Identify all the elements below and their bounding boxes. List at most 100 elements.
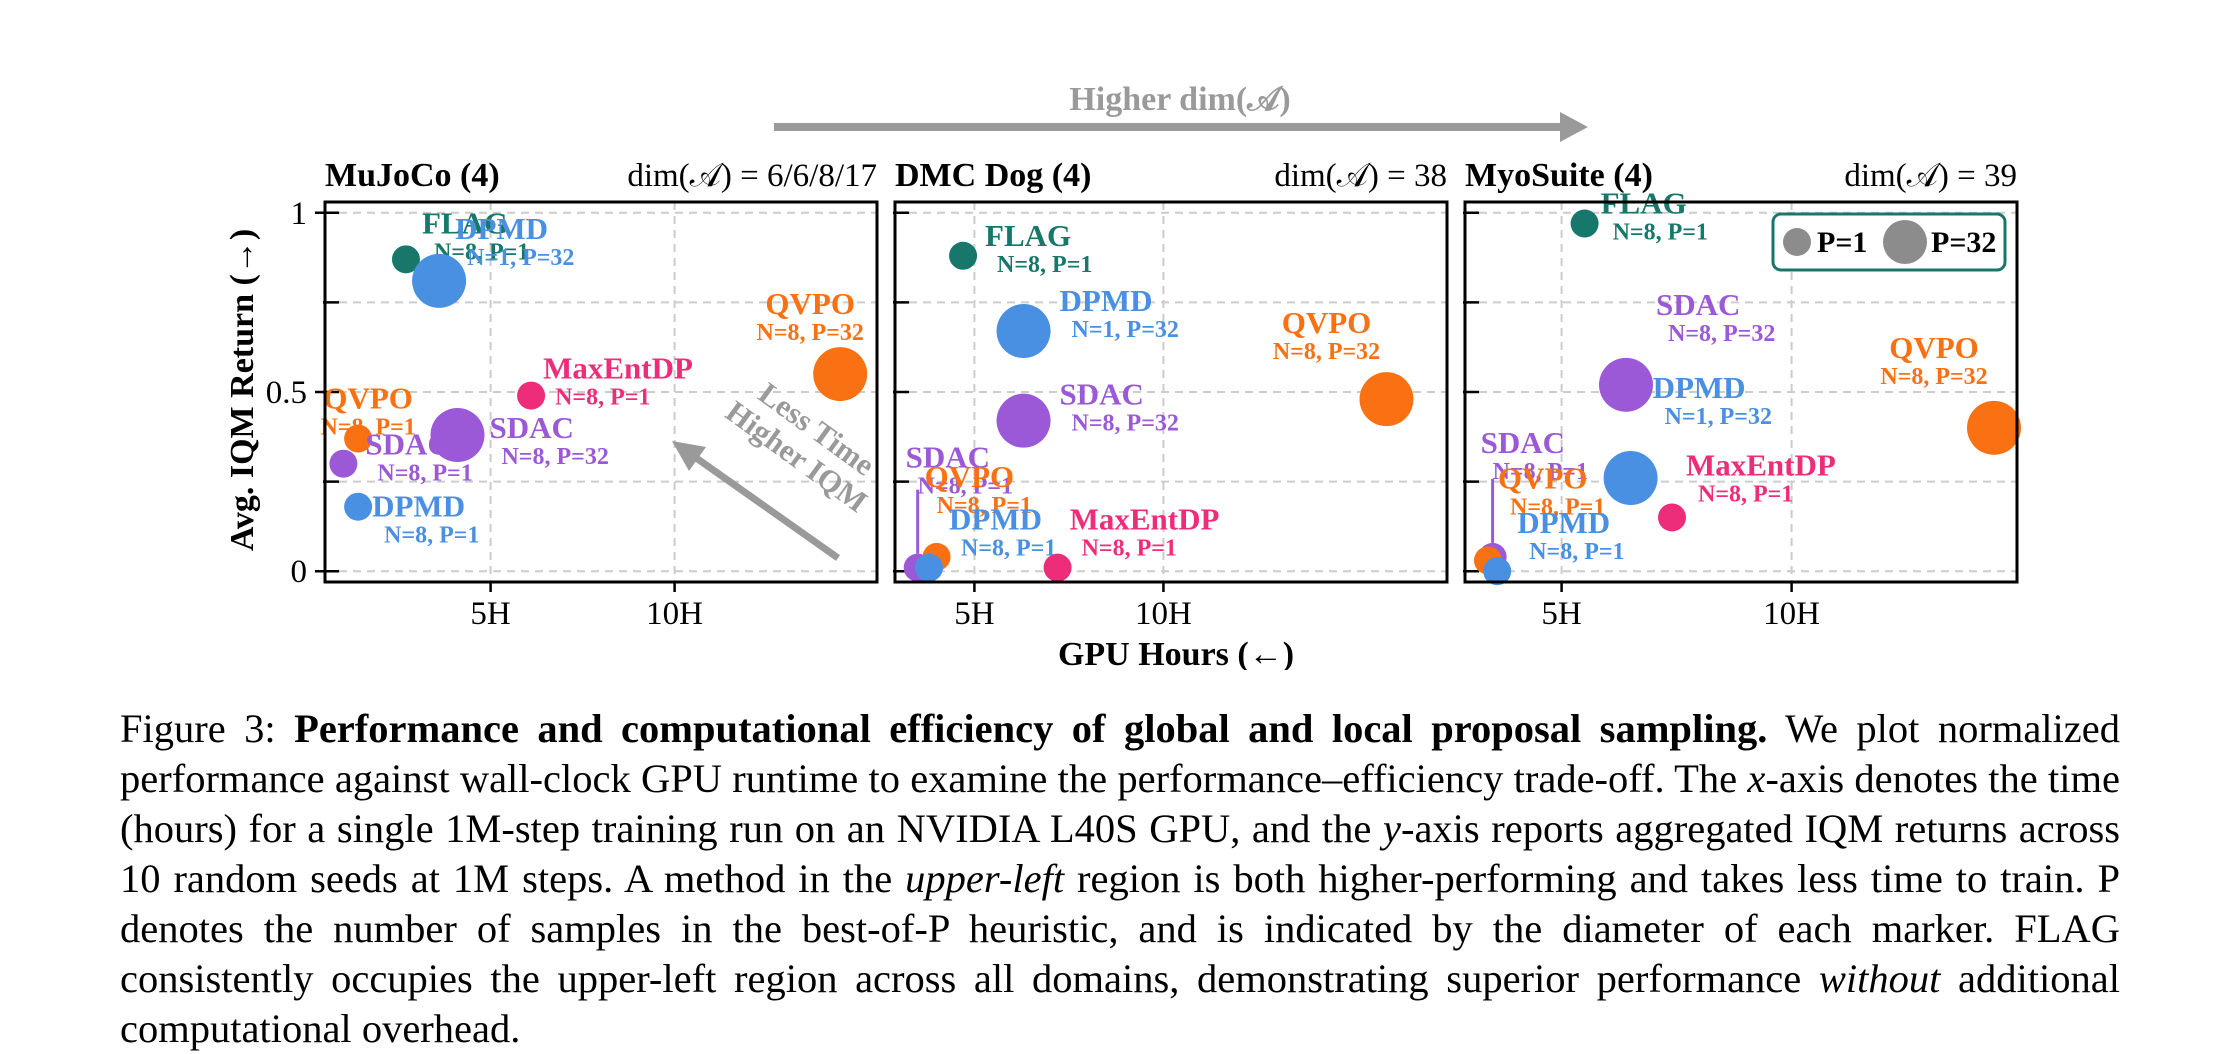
caption-y-var: y <box>1382 806 1401 851</box>
panel-subtitle: dim(𝒜) = 38 <box>1274 158 1447 194</box>
point-method-label: SDAC <box>1060 377 1144 412</box>
point-method-label: SDAC <box>365 427 449 462</box>
point-method-label: DPMD <box>1060 283 1153 318</box>
point-config-label: N=8, P=32 <box>1880 364 1987 390</box>
caption-text-2: -axis denotes the time (hours) for a sin… <box>120 756 2121 851</box>
point-method-label: DPMD <box>1653 370 1746 405</box>
x-tick-label: 5H <box>954 596 994 632</box>
point-method-label: MaxEntDP <box>1686 447 1836 482</box>
caption-text-1: We plot normalized performance against w… <box>120 706 2121 801</box>
marker-qvpo <box>1967 400 2021 455</box>
point-method-label: FLAG <box>985 218 1071 253</box>
marker-dpmd <box>1483 557 1512 586</box>
point-method-label: DPMD <box>949 502 1042 537</box>
point-config-label: N=8, P=1 <box>384 523 479 549</box>
caption-italic-without: without <box>1818 956 1941 1001</box>
point-method-label: QVPO <box>1498 460 1588 495</box>
marker-flag <box>1570 209 1599 238</box>
marker-maxentdp <box>1658 503 1686 532</box>
legend-p1-marker <box>1783 228 1811 256</box>
panel-title: DMC Dog (4) <box>895 157 1091 194</box>
panels: MuJoCo (4) dim(𝒜) = 6/6/8/17 5H 10H 0 0.5 1 FLA… <box>266 157 2021 632</box>
marker-dpmd <box>344 492 373 521</box>
point-config-label: N=8, P=1 <box>961 536 1056 562</box>
panel-subtitle: dim(𝒜) = 39 <box>1844 158 2017 194</box>
marker-sdac <box>329 449 358 478</box>
panel-mujoco-4: MuJoCo (4) dim(𝒜) = 6/6/8/17 5H 10H 0 0.5 1 FLA… <box>266 157 882 632</box>
point-method-label: DPMD <box>1517 505 1610 540</box>
point-config-label: N=8, P=32 <box>501 444 608 470</box>
marker-maxentdp <box>517 381 546 410</box>
point-config-label: N=8, P=1 <box>377 461 472 487</box>
point-method-label: SDAC <box>489 410 573 445</box>
panel-title: MuJoCo (4) <box>325 157 500 194</box>
marker-dpmd <box>1603 451 1658 506</box>
legend-p32-label: P=32 <box>1931 226 1996 259</box>
point-config-label: N=8, P=1 <box>1510 494 1605 520</box>
point-method-label: DPMD <box>372 489 465 524</box>
x-axis-label: GPU Hours (←) <box>1058 636 1294 670</box>
marker-qvpo <box>1359 372 1414 427</box>
point-method-label: QVPO <box>1889 330 1979 365</box>
marker-sdac <box>430 408 485 463</box>
figure: Higher dim(𝒜) MuJoCo (4) dim(𝒜) = 6/6/8/1… <box>224 81 2021 670</box>
marker-dpmd <box>915 553 944 582</box>
point-config-label: N=1, P=32 <box>1665 404 1772 430</box>
point-config-label: N=8, P=1 <box>997 252 1092 278</box>
caption-italic-upper-left: upper-left <box>905 856 1065 901</box>
caption-text-3: -axis reports aggregated IQM returns acr… <box>120 806 2121 901</box>
point-config-label: N=8, P=1 <box>1082 536 1177 562</box>
point-method-label: MaxEntDP <box>1070 502 1220 537</box>
point-config-label: N=8, P=1 <box>918 474 1013 500</box>
x-tick-label: 10H <box>1763 596 1820 632</box>
marker-flag <box>949 241 978 270</box>
point-method-label: DPMD <box>455 211 548 246</box>
caption-text-4: region is both higher-performing and tak… <box>120 856 2120 1001</box>
point-config-label: N=8, P=1 <box>937 493 1032 519</box>
higher-dim-arrow-head <box>1560 112 1588 142</box>
marker-qvpo <box>344 424 373 453</box>
caption-paragraph: Figure 3: Performance and computational … <box>120 704 2120 1054</box>
x-tick-label: 5H <box>1541 596 1581 632</box>
point-method-label: SDAC <box>906 440 990 475</box>
legend-p32-marker <box>1883 220 1927 264</box>
caption-label: Figure 3: <box>120 706 276 751</box>
legend: P=1 P=32 <box>1771 212 2007 272</box>
panel-title: MyoSuite (4) <box>1465 157 1653 194</box>
legend-p1-label: P=1 <box>1817 226 1867 259</box>
point-method-label: QVPO <box>765 286 855 321</box>
marker-sdac <box>996 393 1051 448</box>
point-config-label: N=8, P=1 <box>320 415 415 441</box>
marker-qvpo <box>813 347 868 402</box>
marker-dpmd <box>996 304 1051 359</box>
y-tick-label: 0 <box>291 554 308 590</box>
x-tick-label: 10H <box>1135 596 1192 632</box>
marker-flag <box>391 245 420 274</box>
higher-dim-arrow: Higher dim(𝒜) <box>774 81 1588 142</box>
marker-sdac <box>1599 357 1653 412</box>
panel-frame <box>893 200 1449 584</box>
marker-dpmd <box>412 253 467 308</box>
panel-frame <box>323 200 879 584</box>
y-tick-label: 0.5 <box>266 375 307 411</box>
point-config-label: N=8, P=1 <box>1698 481 1793 507</box>
